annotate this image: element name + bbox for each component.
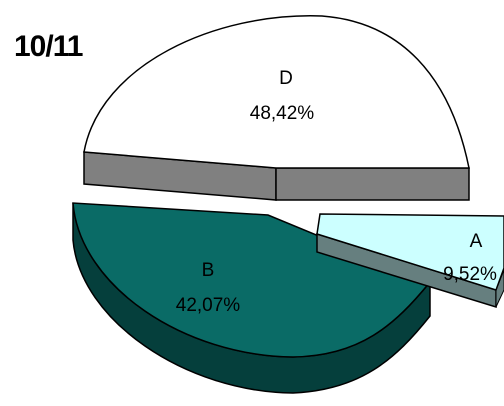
slice-b-top: [72, 202, 432, 358]
slice-d-category-label: D: [279, 68, 293, 89]
slice-d: [83, 15, 470, 201]
slice-a-category-label: A: [470, 231, 483, 252]
slice-b-value-label: 42,07%: [176, 295, 241, 316]
slice-d-side-right: [275, 167, 470, 201]
slice-d-value-label: 48,42%: [250, 103, 315, 124]
chart-title: 10/11: [14, 30, 83, 63]
slice-a-value-label: 9,52%: [443, 264, 497, 285]
slice-a: [316, 213, 504, 309]
slice-a-top: [316, 213, 504, 291]
slice-b-category-label: B: [202, 260, 215, 281]
slice-b: [72, 202, 432, 394]
slice-d-top: [83, 15, 470, 169]
